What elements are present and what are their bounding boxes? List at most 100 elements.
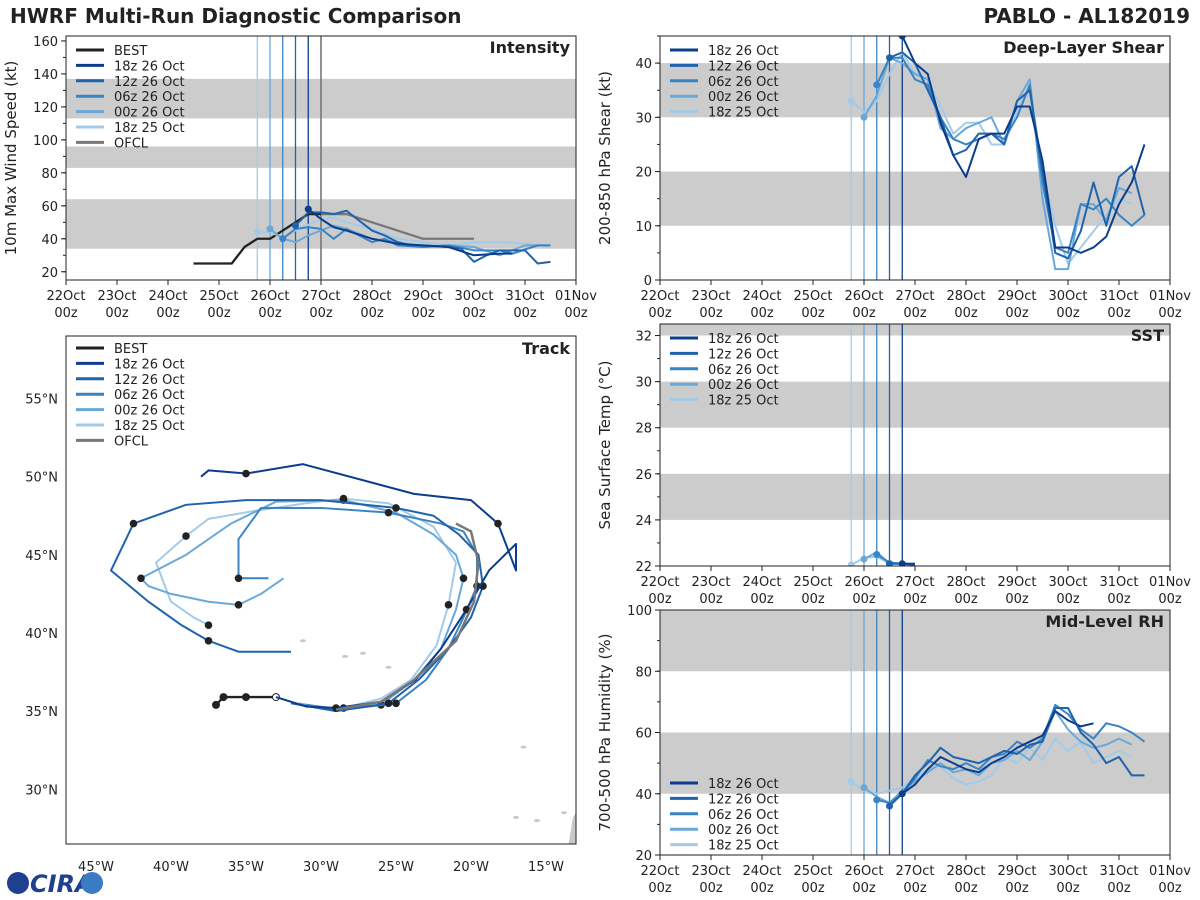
- rh-series-1: [888, 707, 1145, 807]
- sst-band-2: [660, 324, 1170, 336]
- shear-xtick-hour-4: 00z: [852, 306, 876, 321]
- rh-series-2-start-point: [873, 796, 881, 804]
- sst-series-0-start-point: [898, 560, 906, 566]
- rh-xtick-hour-4: 00z: [852, 881, 876, 896]
- track-lon-label-1: 40°W: [153, 860, 189, 875]
- rh-xtick-day-2: 24Oct: [742, 864, 781, 879]
- intensity-xtick-day-10: 01Nov: [555, 289, 597, 304]
- intensity-xtick-day-8: 30Oct: [454, 289, 493, 304]
- sst-band-1: [660, 381, 1170, 428]
- rh-ytick-label-2: 60: [635, 727, 652, 742]
- rh-xtick-day-1: 23Oct: [691, 864, 730, 879]
- sst-xtick-day-6: 28Oct: [946, 575, 985, 590]
- track-lat-label-0: 30°N: [25, 783, 58, 798]
- rh-series-4-start-point: [847, 778, 855, 785]
- shear-xtick-day-8: 30Oct: [1048, 289, 1087, 304]
- track-best-line: [215, 695, 276, 706]
- track-lon-label-2: 35°W: [228, 860, 264, 875]
- sst-band-0: [660, 473, 1170, 520]
- sst-xtick-day-5: 27Oct: [895, 575, 934, 590]
- track-legend-label-0: BEST: [114, 342, 147, 357]
- intensity-xtick-hour-0: 00z: [54, 306, 78, 321]
- intensity-xtick-day-4: 26Oct: [250, 289, 289, 304]
- shear-legend-label-3: 00z 26 Oct: [708, 90, 779, 105]
- shear-xtick-day-5: 27Oct: [895, 289, 934, 304]
- rh-xtick-day-9: 31Oct: [1099, 864, 1138, 879]
- shear-xtick-hour-7: 00z: [1005, 306, 1029, 321]
- shear-xtick-day-2: 24Oct: [742, 289, 781, 304]
- intensity-legend-label-5: 18z 25 Oct: [114, 121, 185, 136]
- intensity-xtick-day-6: 28Oct: [352, 289, 391, 304]
- sst-xtick-day-7: 29Oct: [997, 575, 1036, 590]
- intensity-legend-label-4: 00z 26 Oct: [114, 106, 185, 121]
- sst-xtick-hour-9: 00z: [1107, 592, 1131, 607]
- intensity-ytick-label-3: 80: [41, 167, 58, 182]
- sst-series-3-start-point: [860, 555, 868, 563]
- rh-xtick-day-0: 22Oct: [640, 864, 679, 879]
- africa-coast: [568, 812, 576, 844]
- intensity-legend-label-2: 12z 26 Oct: [114, 75, 185, 90]
- track-lon-label-6: 15°W: [528, 860, 564, 875]
- intensity-xtick-day-0: 22Oct: [46, 289, 85, 304]
- shear-series-0: [901, 36, 1146, 254]
- rh-xtick-hour-9: 00z: [1107, 881, 1131, 896]
- rh-legend-label-2: 06z 26 Oct: [708, 808, 779, 823]
- sst-legend-label-3: 00z 26 Oct: [708, 378, 779, 393]
- cira-logo: CIRA: [7, 870, 103, 898]
- rh-series-1-start-point: [886, 802, 893, 810]
- rh-xtick-day-5: 27Oct: [895, 864, 934, 879]
- rh-legend-label-0: 18z 26 Oct: [708, 777, 779, 792]
- rh-ytick-label-3: 80: [635, 665, 652, 680]
- track-series-0-point-14: [242, 469, 250, 478]
- shear-series-4: [850, 51, 1133, 265]
- track-series-2: [237, 506, 478, 711]
- rh-plot-area: [660, 610, 1170, 855]
- intensity-legend-label-6: OFCL: [114, 136, 149, 151]
- island-6: [534, 819, 540, 823]
- storm-name: PABLO - AL182019: [983, 4, 1190, 28]
- cira-logo-seal: [81, 872, 103, 894]
- sst-series-2-start-point: [873, 550, 881, 558]
- shear-series-4-start-point: [847, 97, 855, 105]
- intensity-plot-area: [66, 36, 576, 280]
- shear-ytick-label-4: 40: [635, 57, 652, 72]
- intensity-legend-label-3: 06z 26 Oct: [114, 90, 185, 105]
- track-lat-label-2: 40°N: [25, 627, 58, 642]
- track-legend-label-1: 18z 26 Oct: [114, 357, 185, 372]
- track-series-3-point-6: [459, 574, 468, 583]
- island-0: [360, 651, 366, 655]
- track-series-2-point-10: [384, 508, 393, 517]
- rh-xtick-hour-5: 00z: [903, 881, 927, 896]
- panel-sst: 22 24 26 28 30 32 22Oct 00z 23Oct 00z 24Oct 00z 25Oc…: [596, 323, 1191, 607]
- cira-logo-globe: [7, 872, 29, 894]
- track-series-1-point-2: [384, 699, 393, 708]
- intensity-ytick-label-7: 160: [33, 35, 58, 50]
- intensity-ytick-label-0: 20: [41, 266, 58, 281]
- track-series-2-point-14: [234, 574, 243, 583]
- intensity-xtick-hour-9: 00z: [513, 306, 537, 321]
- intensity-xtick-hour-4: 00z: [258, 306, 282, 321]
- rh-series-3-start-point: [860, 784, 868, 792]
- shear-xtick-day-7: 29Oct: [997, 289, 1036, 304]
- intensity-xtick-day-7: 29Oct: [403, 289, 442, 304]
- intensity-xtick-hour-2: 00z: [156, 306, 180, 321]
- track-series-4-point-18: [204, 621, 213, 629]
- intensity-ytick-label-6: 140: [33, 68, 58, 83]
- rh-xtick-hour-10: 00z: [1158, 881, 1182, 896]
- track-series-3-point-14: [137, 574, 145, 583]
- rh-xtick-day-3: 25Oct: [793, 864, 832, 879]
- sst-ytick-label-3: 28: [635, 422, 652, 437]
- sst-xtick-hour-1: 00z: [699, 592, 723, 607]
- rh-ytick-label-4: 100: [627, 604, 652, 619]
- sst-xtick-hour-0: 00z: [648, 592, 672, 607]
- panel-track: 45°W 40°W 35°W 30°W 25°W 20°W 15°W 30°N 35°N 40°N…: [25, 335, 577, 875]
- track-series-1-point-10: [392, 504, 400, 512]
- shear-legend-label-2: 06z 26 Oct: [708, 75, 779, 90]
- shear-xtick-day-9: 31Oct: [1099, 289, 1138, 304]
- intensity-xtick-day-5: 27Oct: [301, 289, 340, 304]
- shear-series-2-start-point: [873, 81, 881, 89]
